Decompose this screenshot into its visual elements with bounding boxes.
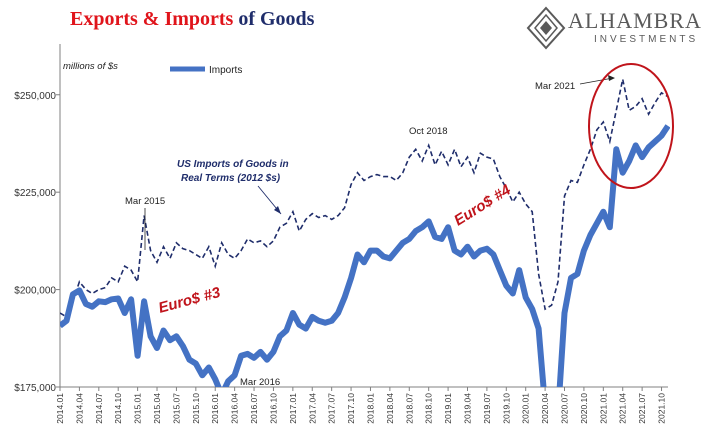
x-tick-label: 2017.07	[327, 393, 337, 424]
x-tick-label: 2017.04	[307, 393, 317, 424]
title-part-of-goods: of Goods	[233, 8, 315, 30]
x-tick-label: 2014.10	[113, 393, 123, 424]
x-tick-label: 2021.01	[598, 393, 608, 424]
diamond-logo-icon	[526, 6, 566, 50]
logo-name: ALHAMBRA	[568, 8, 702, 33]
x-tick-label: 2017.01	[288, 393, 298, 424]
x-tick-label: 2016.07	[249, 393, 259, 424]
annotation-mar-2021: Mar 2021	[535, 81, 575, 92]
x-tick-label: 2021.04	[618, 393, 628, 424]
x-tick-label: 2015.10	[191, 393, 201, 424]
x-tick-label: 2020.04	[540, 393, 550, 424]
x-tick-label: 2014.07	[94, 393, 104, 424]
x-tick-label: 2020.01	[521, 393, 531, 424]
x-tick-label: 2014.04	[74, 393, 84, 424]
x-tick-label: 2021.10	[657, 393, 667, 424]
highlight-ellipse	[588, 63, 674, 189]
y-tick-label: $250,000	[14, 91, 56, 102]
x-tick-label: 2018.10	[424, 393, 434, 424]
x-tick-label: 2019.01	[443, 393, 453, 424]
x-tick-label: 2018.07	[404, 393, 414, 424]
x-tick-label: 2014.01	[55, 393, 65, 424]
x-tick-label: 2019.07	[482, 393, 492, 424]
x-tick-label: 2021.07	[637, 393, 647, 424]
annotation-euro-3: Euro$ #3	[157, 284, 223, 317]
y-tick-label: $175,000	[14, 383, 56, 394]
legend-label-imports: Imports	[209, 65, 242, 76]
annotation-mar-2016: Mar 2016	[240, 377, 280, 388]
x-tick-label: 2015.07	[171, 393, 181, 424]
x-tick-label: 2018.04	[385, 393, 395, 424]
x-tick-label: 2019.04	[462, 393, 472, 424]
annotation-real-terms-line1: US Imports of Goods in	[177, 159, 289, 170]
annotation-oct-2018: Oct 2018	[409, 126, 448, 137]
x-tick-label: 2016.10	[268, 393, 278, 424]
annotation-mar-2015: Mar 2015	[125, 196, 165, 207]
annotation-mar-2021-arrow	[579, 77, 614, 85]
title-part-exports-imports: Exports & Imports	[70, 8, 234, 30]
x-tick-label: 2015.04	[152, 393, 162, 424]
y-axis-label: millions of $s	[63, 61, 118, 72]
x-tick-label: 2018.01	[365, 393, 375, 424]
x-tick-label: 2019.10	[501, 393, 511, 424]
annotation-mar-2021-arrowhead	[608, 75, 615, 81]
x-tick-label: 2016.01	[210, 393, 220, 424]
annotation-euro-4: Euro$ #4	[451, 181, 514, 229]
series-real-imports-line	[60, 79, 669, 319]
annotation-real-terms-line2: Real Terms (2012 $s)	[181, 173, 281, 184]
chart-title: Exports & Imports of Goods	[70, 8, 314, 31]
x-tick-label: 2020.10	[579, 393, 589, 424]
x-tick-label: 2016.04	[230, 393, 240, 424]
x-tick-label: 2020.07	[560, 393, 570, 424]
y-tick-label: $200,000	[14, 286, 56, 297]
logo-subtitle: INVESTMENTS	[594, 34, 699, 45]
y-tick-label: $225,000	[14, 188, 56, 199]
series-imports-line	[60, 124, 670, 387]
x-tick-label: 2015.01	[133, 393, 143, 424]
alhambra-logo: ALHAMBRA INVESTMENTS	[526, 6, 702, 50]
x-tick-label: 2017.10	[346, 393, 356, 424]
annotation-real-terms-arrowhead	[274, 206, 281, 214]
